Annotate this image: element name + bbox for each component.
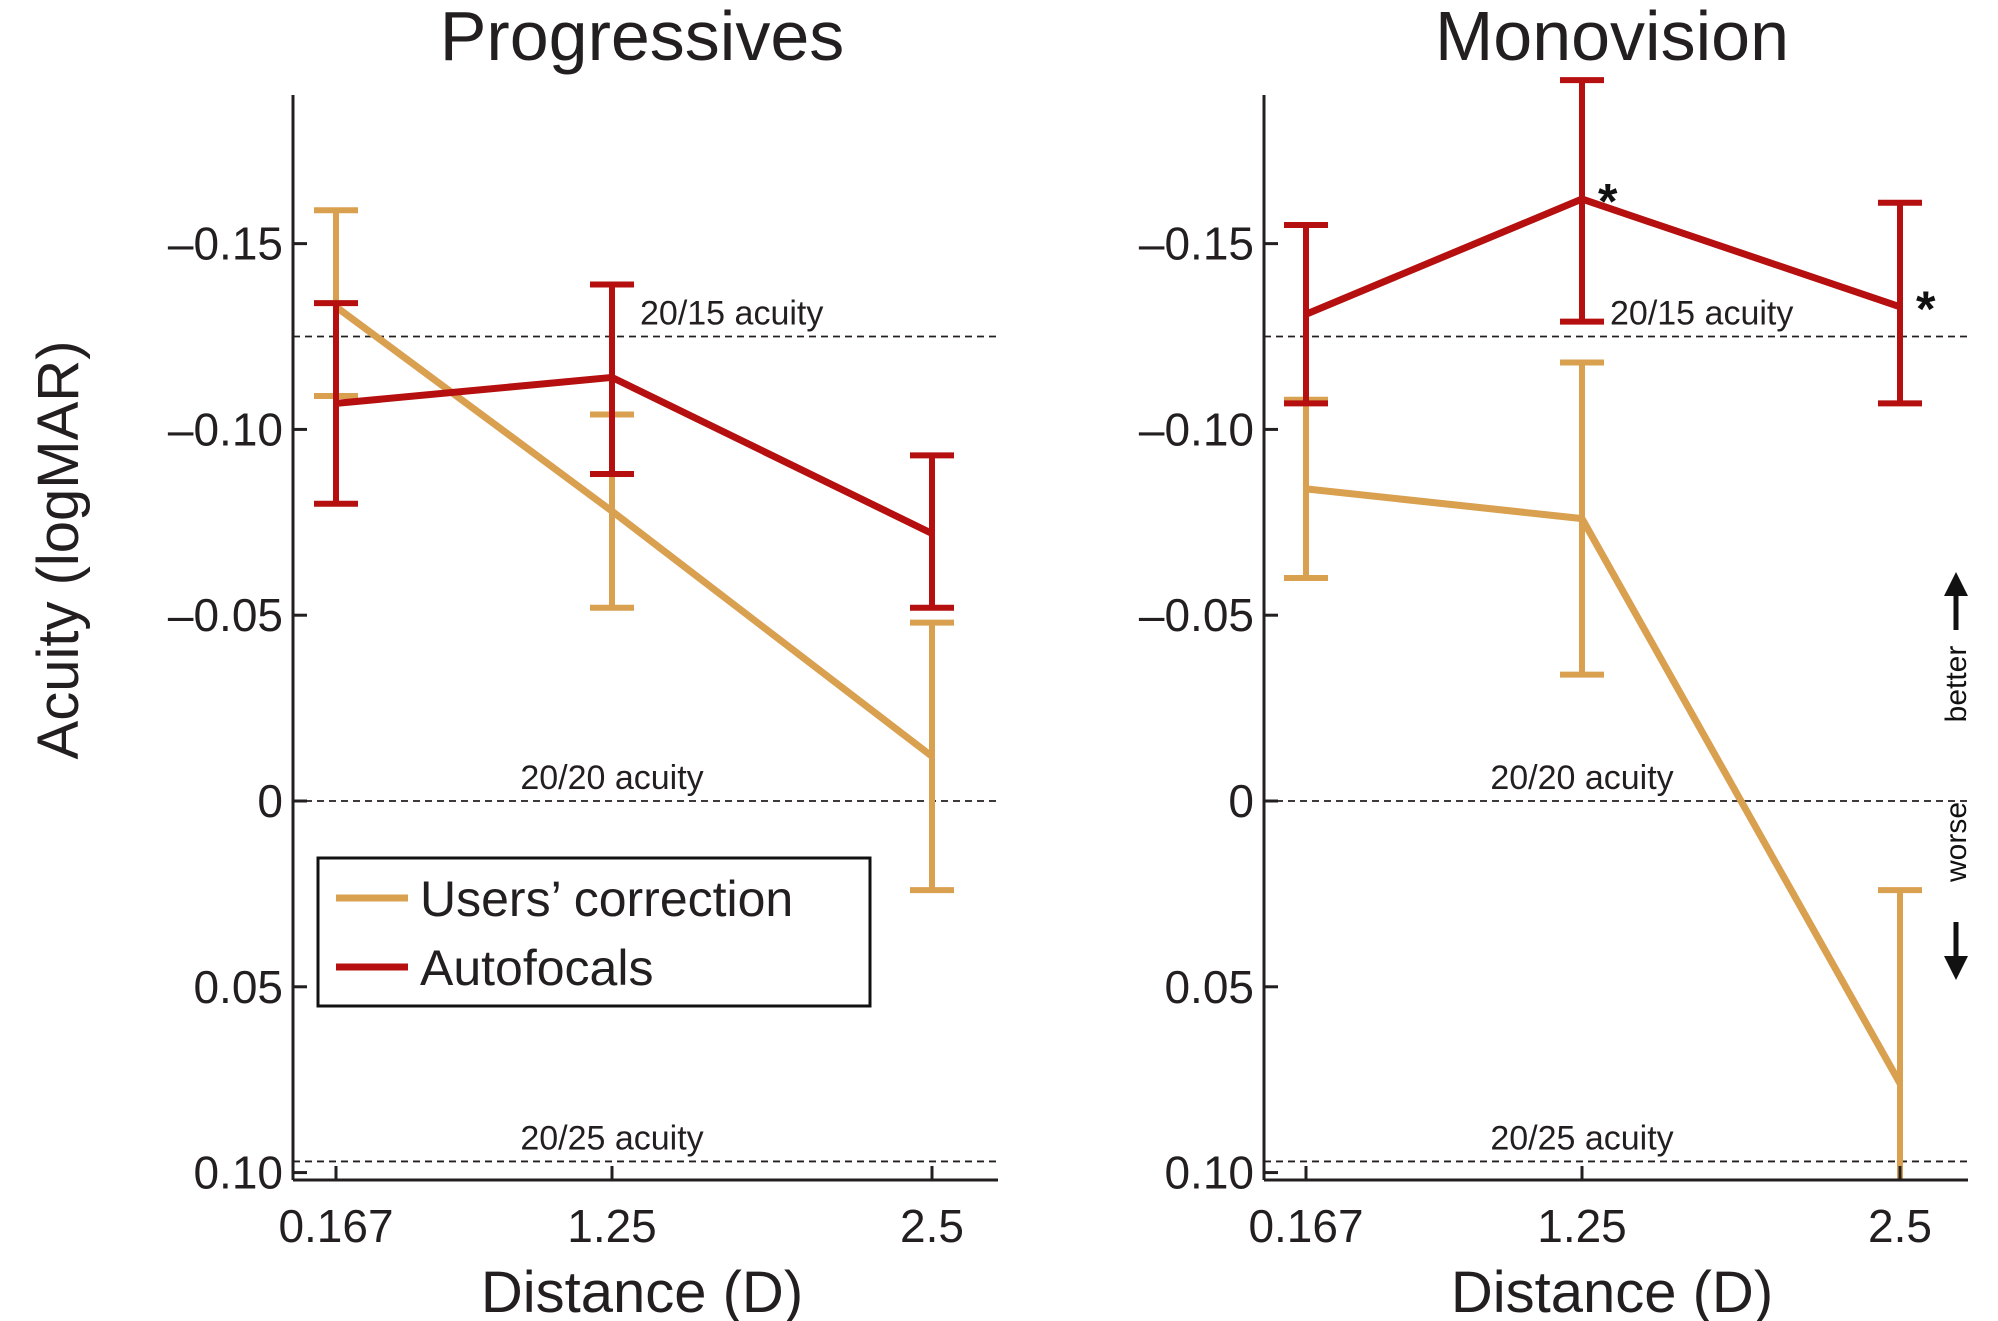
significance-marker-0: * [1598, 173, 1618, 229]
legend-label-autofocals: Autofocals [420, 940, 653, 996]
reference-label-20-15-acuity: 20/15 acuity [640, 295, 823, 333]
x-tick-label: 0.167 [278, 1200, 393, 1252]
y-tick-label: –0.05 [1139, 589, 1254, 641]
y-axis-title: Acuity (logMAR) [26, 341, 91, 760]
better-label: better [1940, 646, 1973, 723]
reference-label-20-25-acuity: 20/25 acuity [520, 1119, 703, 1157]
x-tick-label: 2.5 [900, 1200, 964, 1252]
y-tick-label: –0.10 [168, 403, 283, 455]
y-tick-label: –0.05 [168, 589, 283, 641]
series-line-autofocals [335, 373, 934, 537]
y-tick-label: 0.10 [1164, 1147, 1254, 1199]
series-line-users-correction [333, 303, 935, 760]
y-tick-label: –0.15 [168, 218, 283, 270]
series-line-users-correction [1305, 485, 1904, 1086]
y-tick-label: 0.05 [1164, 961, 1254, 1013]
x-tick-label: 2.5 [1868, 1200, 1932, 1252]
y-tick-label: 0 [257, 775, 283, 827]
better-arrow-icon [1944, 572, 1968, 596]
x-axis-title-progressives: Distance (D) [481, 1260, 803, 1321]
x-axis-title-monovision: Distance (D) [1451, 1260, 1773, 1321]
panel-monovision: Monovision Distance (D) 20/15 acuity 20/2… [1139, 0, 1973, 1321]
legend-label-users-correction: Users’ correction [420, 871, 793, 927]
legend-box [316, 856, 872, 1008]
series-autofocals [314, 281, 954, 611]
direction-indicator: better worse [1940, 572, 1973, 980]
series-line-autofocals [1304, 195, 1902, 318]
x-tick-label: 0.167 [1248, 1200, 1363, 1252]
y-tick-label: 0.10 [193, 1147, 283, 1199]
x-tick-label: 1.25 [567, 1200, 657, 1252]
series-users-correction [1284, 359, 1922, 1180]
panel-progressives: Progressives Distance (D) 20/15 acuity 20… [168, 0, 998, 1321]
reference-label-20-20-acuity: 20/20 acuity [1490, 759, 1673, 797]
panel-title-progressives: Progressives [440, 0, 845, 75]
reference-label-20-20-acuity: 20/20 acuity [520, 759, 703, 797]
reference-label-20-15-acuity: 20/15 acuity [1610, 295, 1793, 333]
y-tick-label: 0.05 [193, 961, 283, 1013]
significance-marker-1: * [1916, 281, 1936, 337]
x-tick-label: 1.25 [1537, 1200, 1627, 1252]
panel-title-monovision: Monovision [1435, 0, 1789, 75]
worse-label: worse [1940, 802, 1973, 883]
worse-arrow-icon [1944, 956, 1968, 980]
y-tick-label: –0.10 [1139, 403, 1254, 455]
y-tick-label: 0 [1228, 775, 1254, 827]
legend: Users’ correction Autofocals [316, 856, 872, 1008]
series-autofocals [1284, 77, 1922, 407]
reference-label-20-25-acuity: 20/25 acuity [1490, 1119, 1673, 1157]
y-tick-label: –0.15 [1139, 218, 1254, 270]
